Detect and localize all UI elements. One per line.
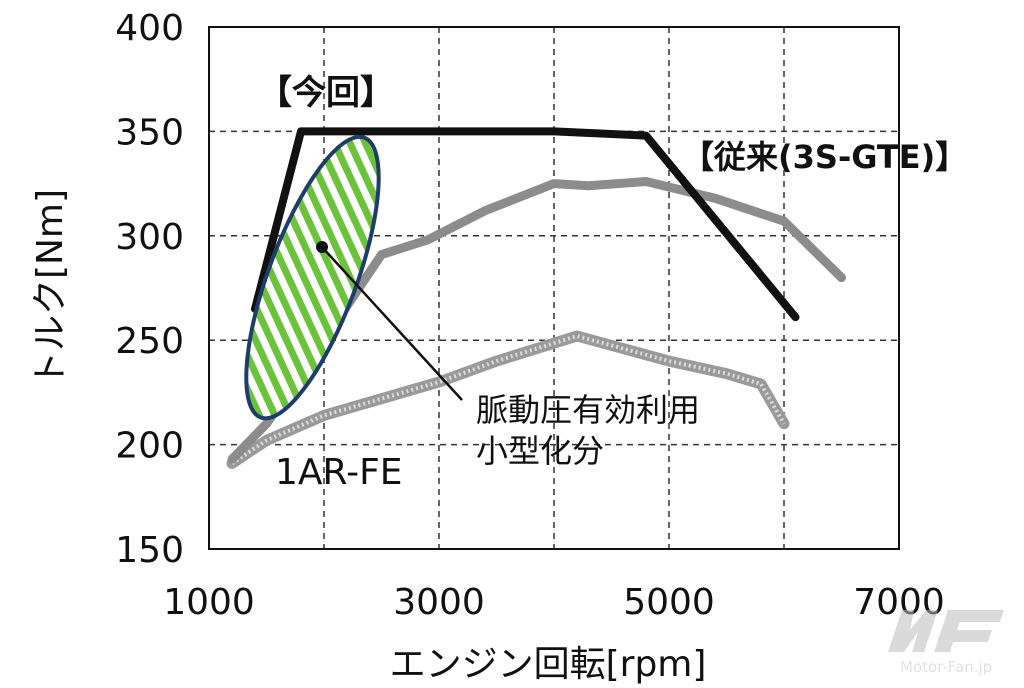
- y-tick-label: 250: [115, 321, 184, 362]
- label-pulse-line1: 脈動圧有効利用: [476, 391, 700, 429]
- x-tick-labels: 1000 3000 5000 7000: [163, 582, 945, 623]
- mf-logo: [888, 610, 1004, 652]
- y-tick-label: 200: [115, 426, 184, 467]
- x-tick-label: 3000: [393, 582, 485, 623]
- series-line-1ar-fe-texture: [230, 334, 786, 466]
- label-new-engine: 【今回】: [258, 73, 394, 113]
- pulse-effect-ellipse: [244, 134, 381, 421]
- y-axis-title: トルク[Nm]: [30, 189, 71, 387]
- label-pulse-line2: 小型化分: [476, 432, 604, 470]
- y-tick-labels: 150 200 250 300 350 400: [115, 8, 184, 571]
- watermark-text: Motor-Fan.jp: [900, 658, 992, 676]
- x-axis-title: エンジン回転[rpm]: [390, 644, 707, 685]
- label-old-engine: 【従来(3S-GTE)】: [682, 138, 967, 176]
- annotation-leader-dot: [316, 241, 328, 253]
- x-tick-label: 1000: [163, 582, 255, 623]
- series-line-new-engine: [251, 127, 800, 322]
- plot-frame: [208, 26, 900, 550]
- motor-fan-watermark: Motor-Fan.jp: [888, 610, 1004, 676]
- y-tick-label: 350: [115, 112, 184, 153]
- y-tick-label: 400: [115, 8, 184, 49]
- y-tick-label: 150: [115, 530, 184, 571]
- y-tick-label: 300: [115, 217, 184, 258]
- annotation-leader-line: [321, 246, 463, 401]
- label-1ar-fe: 1AR-FE: [275, 452, 403, 493]
- x-tick-label: 5000: [623, 582, 715, 623]
